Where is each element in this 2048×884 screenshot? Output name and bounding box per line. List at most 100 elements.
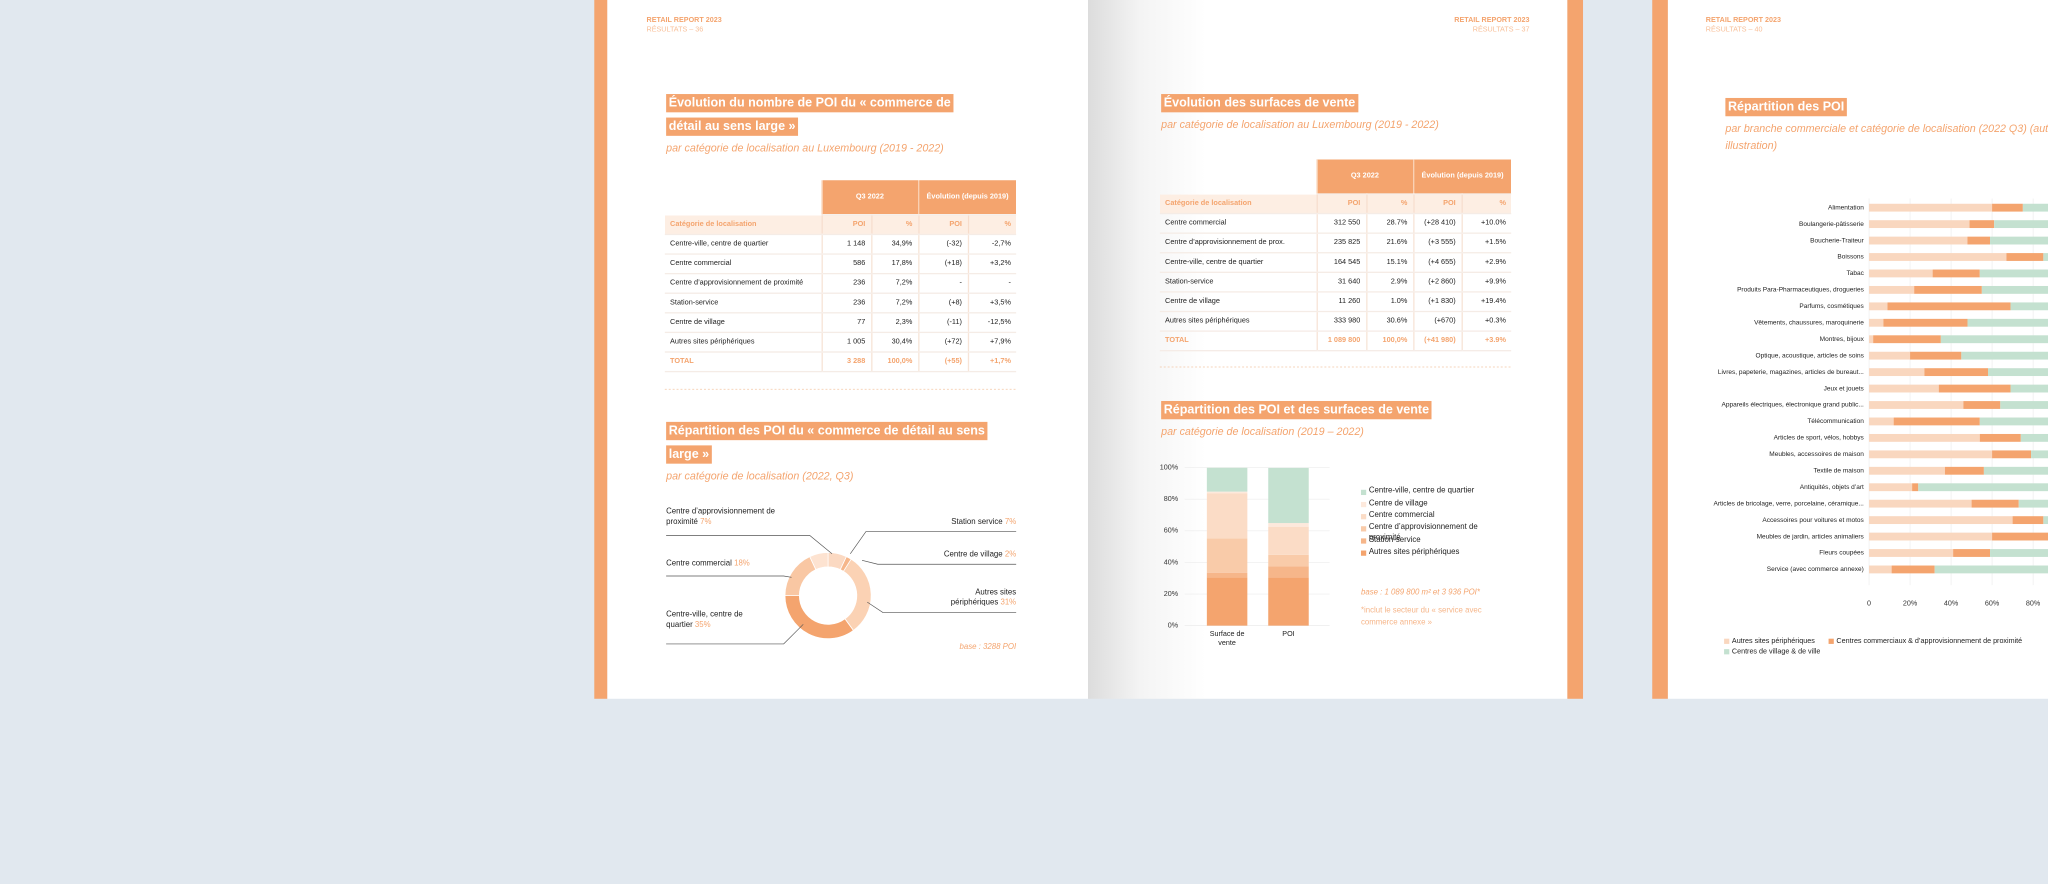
value-label: 18% (734, 560, 750, 569)
category-label: Fleurs coupées (1819, 550, 1864, 557)
bar-segment (2022, 203, 2048, 212)
table-cell: +19.4% (1460, 291, 1512, 313)
data-table: Q3 2022 Évolution (depuis 2019) Catégorie … (1159, 159, 1512, 352)
bar-segment (2043, 516, 2048, 525)
table-cell: 100,0% (1365, 331, 1414, 352)
table-row: Station-service 31 640 2.9% (+2 860) +9.9% (1159, 272, 1512, 293)
bar-segment (2012, 516, 2044, 525)
legend-swatch (1360, 538, 1367, 544)
table-cell: +7,9% (967, 332, 1017, 353)
bar-segment (1869, 203, 1993, 212)
chart-note: base : 1 089 800 m² et 3 936 POI* (1360, 589, 1480, 597)
table-cell: +3.9% (1460, 331, 1512, 352)
page-edge (594, 0, 608, 699)
value-label: 31% (1000, 598, 1017, 607)
bar-segment (1268, 523, 1309, 527)
table-row: Centre d’approvisionnement de proximité 2… (664, 273, 1017, 294)
donut-label: Centre de village 2% (899, 551, 1017, 561)
bar-segment (1268, 554, 1309, 567)
table-cell: (+670) (1412, 311, 1462, 332)
category-label: Télécommunication (1807, 418, 1864, 425)
leader-line (666, 624, 804, 645)
table-cell: 2.9% (1365, 272, 1414, 293)
bar-segment (1869, 302, 1888, 311)
table-cell: 30,4% (870, 332, 919, 353)
table-cell: (+1 830) (1412, 291, 1462, 313)
x-tick-label: 60% (1985, 599, 2000, 607)
table-cell: 100,0% (870, 351, 919, 373)
table-cell: (+72) (917, 332, 968, 353)
table-cell: (+8) (917, 293, 968, 314)
chart-note: base : 3288 POI (959, 643, 1017, 652)
subtitle: par branche commerciale et catégorie de … (1725, 122, 2048, 151)
title: Répartition des POI (1725, 97, 1847, 116)
column-header: % (967, 214, 1017, 236)
category-label: Livres, papeterie, magazines, articles d… (1718, 369, 1864, 376)
x-tick-label: 20% (1903, 599, 1918, 607)
group-header-row: Q3 2022 Évolution (depuis 2019) (1160, 159, 1512, 195)
bar-segment (1206, 538, 1248, 573)
bar-segment (1869, 401, 1964, 409)
category-label: Appareils électriques, électronique gran… (1721, 402, 1864, 409)
table-cell: 236 (820, 293, 872, 314)
bar-segment (1938, 384, 2011, 393)
bar-segment (1891, 565, 1935, 574)
bar-segment (1869, 318, 1884, 327)
bar-segment (1206, 491, 1248, 494)
table-cell: (+4 655) (1412, 252, 1462, 273)
table-cell: (+2 860) (1412, 272, 1462, 293)
table-cell: +3,2% (967, 254, 1017, 275)
leader-line (666, 575, 792, 578)
group-header: Évolution (depuis 2019) (917, 180, 1017, 216)
table-cell: 1.0% (1365, 291, 1414, 313)
bar-segment (1981, 285, 2048, 294)
table-cell: +1.5% (1460, 233, 1512, 254)
donut-label: Centre commercial 18% (666, 560, 784, 570)
title: Répartition des POI et des surfaces de v… (1161, 400, 1432, 419)
table-cell: TOTAL (664, 351, 822, 373)
report-title: RETAIL REPORT 2023 (1454, 16, 1530, 25)
column-header: % (1460, 193, 1512, 215)
category-label: Boucherie-Traiteur (1810, 237, 1865, 244)
bar-segment (1944, 466, 1984, 475)
table-cell: Centre-ville, centre de quartier (1159, 252, 1317, 273)
leader-line (867, 601, 1017, 613)
table-cell: - (967, 273, 1017, 294)
column-header: % (1365, 193, 1414, 215)
table-cell: (+3 555) (1412, 233, 1462, 254)
bar-segment (1869, 335, 1874, 344)
bar-segment (1869, 384, 1939, 393)
bar-segment (1206, 577, 1248, 626)
value-label: 2% (1004, 551, 1017, 560)
category-label: Boissons (1837, 254, 1864, 261)
category-label: Articles de sport, vélos, hobbys (1774, 435, 1865, 442)
bar-segment (1869, 220, 1970, 229)
bar-segment (1869, 269, 1933, 278)
x-tick-label: 40% (1944, 599, 1959, 607)
bar-segment (1983, 466, 2048, 475)
subtitle: par catégorie de localisation au Luxembo… (1161, 118, 1439, 130)
table-cell: 15.1% (1365, 252, 1414, 273)
table-cell: Autres sites périphériques (664, 332, 822, 353)
bar-segment (1869, 450, 1993, 459)
donut-label: Centre-ville, centre de quartier 35% (666, 611, 770, 631)
legend-swatch (1360, 526, 1367, 532)
group-header-row: Q3 2022 Évolution (depuis 2019) (665, 180, 1017, 216)
table-row: Centre d’approvisionnement de prox. 235 8… (1159, 233, 1512, 254)
y-tick-label: 100% (1160, 463, 1179, 471)
bar-segment (1990, 549, 2048, 557)
bar-segment (1869, 285, 1915, 294)
table-cell: (+18) (917, 254, 968, 275)
table-cell: 1 005 (820, 332, 872, 353)
chart-footnote: *inclut le secteur du « service avec com… (1360, 607, 1482, 627)
table-cell: Centre-ville, centre de quartier (664, 234, 822, 255)
legend-swatch (1724, 649, 1730, 655)
bar-segment (1869, 532, 1993, 541)
legend-label: Autres sites périphériques (1732, 637, 1815, 645)
table-corner (665, 180, 822, 215)
bar-segment (1910, 351, 1962, 360)
table-cell: 11 260 (1315, 291, 1367, 313)
bar-segment (1206, 572, 1248, 578)
table-cell: 28.7% (1365, 213, 1414, 234)
